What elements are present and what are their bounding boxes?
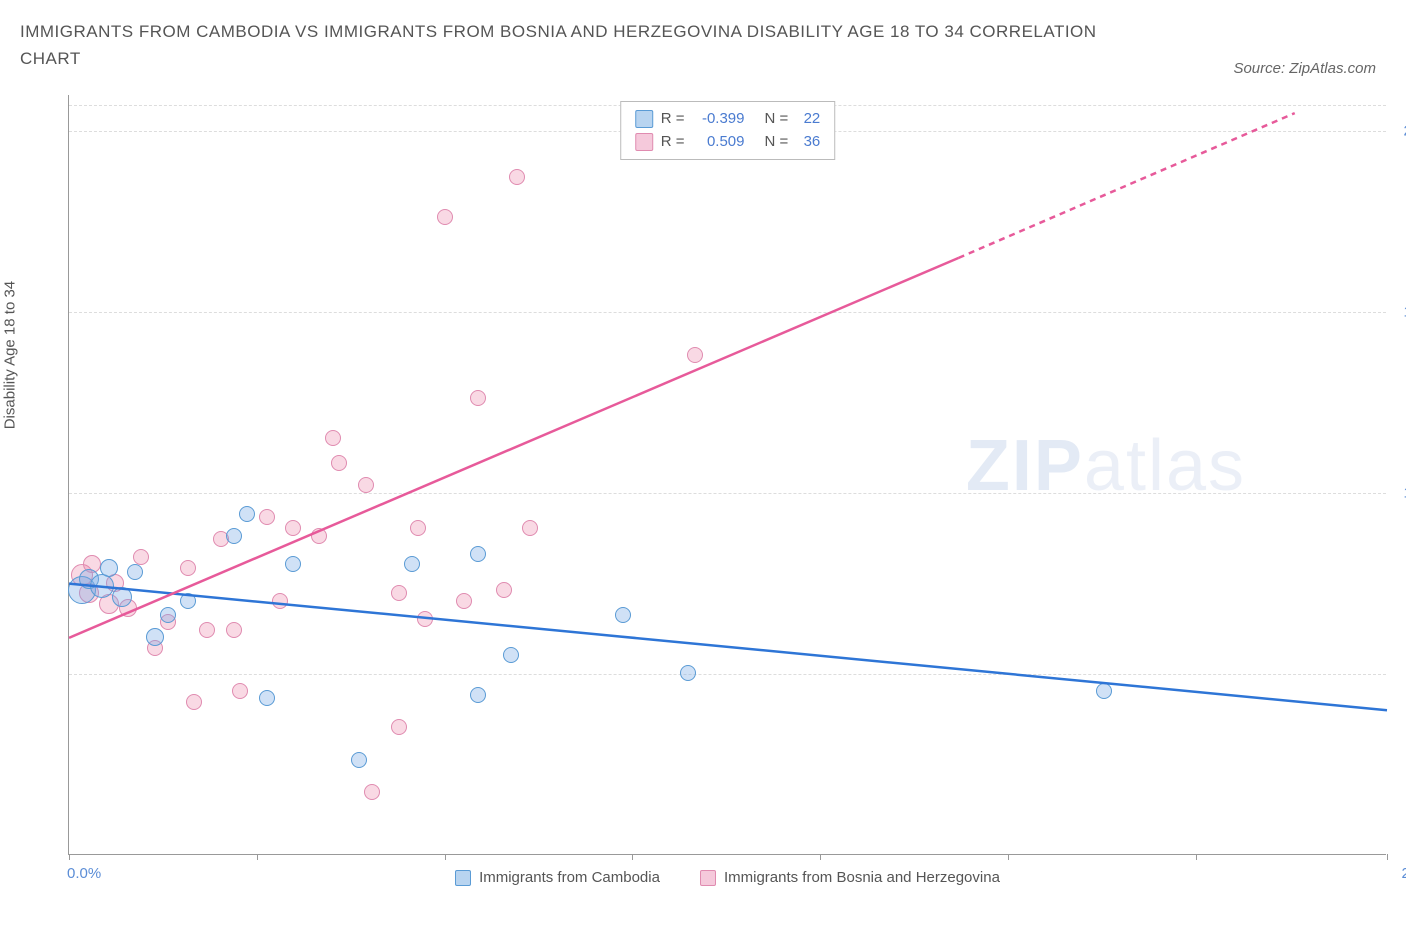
y-tick-label: 15.0% <box>1391 304 1406 321</box>
stat-n-label-b: N = <box>765 131 789 154</box>
legend-swatch-b <box>700 870 716 886</box>
trend-line <box>69 258 959 638</box>
x-tick <box>1387 854 1388 860</box>
correlation-stats-box: R = -0.399 N = 22 R = 0.509 N = 36 <box>620 101 836 160</box>
legend-item-a: Immigrants from Cambodia <box>455 869 660 886</box>
trend-line <box>959 113 1295 258</box>
x-tick <box>445 854 446 860</box>
x-tick <box>820 854 821 860</box>
x-tick <box>1196 854 1197 860</box>
x-tick <box>257 854 258 860</box>
legend-swatch-a <box>455 870 471 886</box>
stat-r-value-a: -0.399 <box>693 108 745 131</box>
x-tick <box>69 854 70 860</box>
source-attribution: Source: ZipAtlas.com <box>1233 60 1376 77</box>
y-axis-label: Disability Age 18 to 34 <box>2 281 19 429</box>
plot-area: ZIPatlas R = -0.399 N = 22 R = 0.509 N =… <box>68 95 1386 855</box>
stat-r-label-b: R = <box>661 131 685 154</box>
x-axis-max-label: 20.0% <box>1401 865 1406 882</box>
trend-lines-layer <box>69 95 1386 854</box>
trend-line <box>69 584 1387 711</box>
stat-r-value-b: 0.509 <box>693 131 745 154</box>
y-tick-label: 5.0% <box>1391 666 1406 683</box>
chart-title: IMMIGRANTS FROM CAMBODIA VS IMMIGRANTS F… <box>20 18 1120 72</box>
bottom-legend: Immigrants from Cambodia Immigrants from… <box>69 869 1386 886</box>
stat-n-label-a: N = <box>765 108 789 131</box>
y-tick-label: 10.0% <box>1391 485 1406 502</box>
stat-swatch-b <box>635 133 653 151</box>
chart-container: Disability Age 18 to 34 ZIPatlas R = -0.… <box>20 95 1386 895</box>
stat-n-value-a: 22 <box>796 108 820 131</box>
stat-n-value-b: 36 <box>796 131 820 154</box>
legend-item-b: Immigrants from Bosnia and Herzegovina <box>700 869 1000 886</box>
stat-swatch-a <box>635 110 653 128</box>
x-tick <box>1008 854 1009 860</box>
stat-r-label-a: R = <box>661 108 685 131</box>
stat-row-series-a: R = -0.399 N = 22 <box>635 108 821 131</box>
legend-label-b: Immigrants from Bosnia and Herzegovina <box>724 869 1000 886</box>
stat-row-series-b: R = 0.509 N = 36 <box>635 131 821 154</box>
y-tick-label: 20.0% <box>1391 123 1406 140</box>
legend-label-a: Immigrants from Cambodia <box>479 869 660 886</box>
x-tick <box>632 854 633 860</box>
